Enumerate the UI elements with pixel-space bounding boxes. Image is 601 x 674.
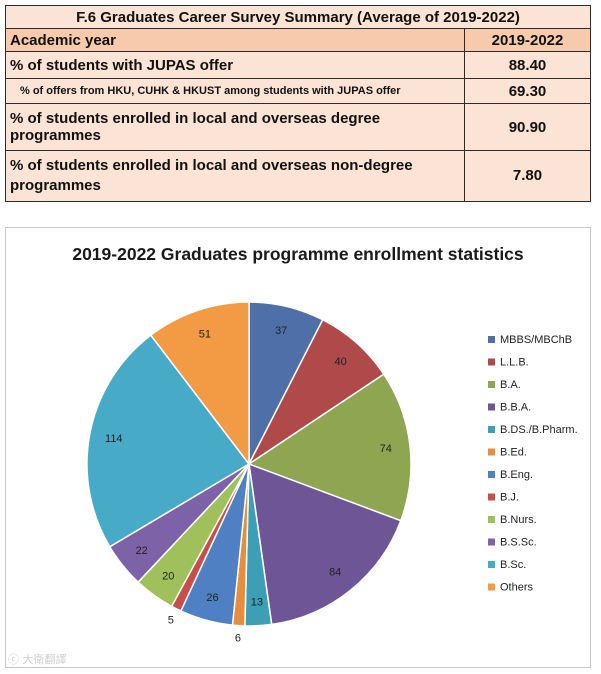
table-title-row: F.6 Graduates Career Survey Summary (Ave… [5,5,591,29]
legend-entry-b-b-a: B.B.A. [500,402,531,414]
data-label-b-j: 5 [168,614,174,626]
pie-slice-b-a [247,373,412,522]
chart-legend: MBBS/MBChB L.L.B. B.A. B.B.A. B.DS./B.Pharm.… [488,334,578,594]
data-label-b-nurs: 20 [162,571,174,583]
table-title: F.6 Graduates Career Survey Summary (Ave… [5,5,591,29]
chart-title: 2019-2022 Graduates programme enrollment… [72,244,524,264]
row-label-top3-offers: % of offers from HKU, CUHK & HKUST among… [5,78,465,104]
table-row: % of students with JUPAS offer 88.40 [5,51,591,79]
pie-labels: 37 40 74 84 13 6 26 5 20 22 114 51 [105,325,392,644]
row-value-jupas-offer: 88.40 [464,51,591,79]
legend-entry-b-a: B.A. [500,379,521,391]
legend-swatch-b-sc [488,561,495,568]
legend-entry-b-eng: B.Eng. [500,469,533,481]
legend-entry-others: Others [500,582,534,594]
chart-panel: 2019-2022 Graduates programme enrollment… [5,227,591,668]
legend-entry-b-j: B.J. [500,492,519,504]
table-row: % of offers from HKU, CUHK & HKUST among… [5,78,591,104]
legend-swatch-b-j [488,493,495,501]
legend-swatch-b-nurs [488,516,495,523]
legend-swatch-b-eng [488,471,495,478]
data-label-b-a: 74 [380,443,392,455]
row-label-degree: % of students enrolled in local and over… [5,103,465,151]
pie-slice-b-sc [86,334,251,548]
row-label-jupas-offer: % of students with JUPAS offer [5,51,465,79]
table-row: % of students enrolled in local and over… [5,103,591,151]
pie-slices [86,301,412,627]
legend-entry-b-ds-b-pharm: B.DS./B.Pharm. [500,424,578,436]
career-survey-table: F.6 Graduates Career Survey Summary (Ave… [5,5,591,202]
legend-entry-b-ed: B.Ed. [500,447,527,459]
legend-swatch-l-l-b [488,358,495,366]
data-label-b-ds-b-pharm: 13 [251,597,263,609]
data-label-b-b-a: 84 [329,566,341,578]
data-label-others: 51 [199,329,211,341]
row-value-top3-offers: 69.30 [464,78,591,104]
legend-swatch-mbbs-mbchb [488,336,495,343]
data-label-b-eng: 26 [206,592,218,604]
data-label-b-s-sc: 22 [136,545,148,557]
header-label: Academic year [5,28,465,52]
legend-entry-mbbs-mbchb: MBBS/MBChB [500,334,572,346]
data-label-mbbs-mbchb: 37 [275,325,287,337]
legend-swatch-b-b-a [488,403,495,411]
row-label-non-degree: % of students enrolled in local and over… [5,150,465,202]
watermark: ⓒ 大衛翻譯 [8,653,67,666]
pie-slice-b-b-a [248,462,402,626]
legend-entry-b-nurs: B.Nurs. [500,514,537,526]
row-value-degree: 90.90 [464,103,591,151]
table-header-row: Academic year 2019-2022 [5,28,591,52]
legend-entry-b-s-sc: B.S.Sc. [500,537,537,549]
legend-swatch-b-ds-b-pharm [488,426,495,433]
pie-chart: 2019-2022 Graduates programme enrollment… [72,244,578,645]
header-value: 2019-2022 [464,28,591,52]
legend-swatch-others [488,583,495,591]
data-label-b-ed: 6 [235,633,241,645]
legend-swatch-b-s-sc [488,538,495,546]
row-value-non-degree: 7.80 [464,150,591,202]
legend-swatch-b-ed [488,448,495,456]
data-label-b-sc: 114 [105,433,123,445]
legend-swatch-b-a [488,381,495,388]
legend-entry-l-l-b: L.L.B. [500,357,529,369]
legend-entry-b-sc: B.Sc. [500,559,526,571]
table-row: % of students enrolled in local and over… [5,150,591,202]
pie-slice-others [149,301,250,467]
data-label-l-l-b: 40 [334,356,346,368]
